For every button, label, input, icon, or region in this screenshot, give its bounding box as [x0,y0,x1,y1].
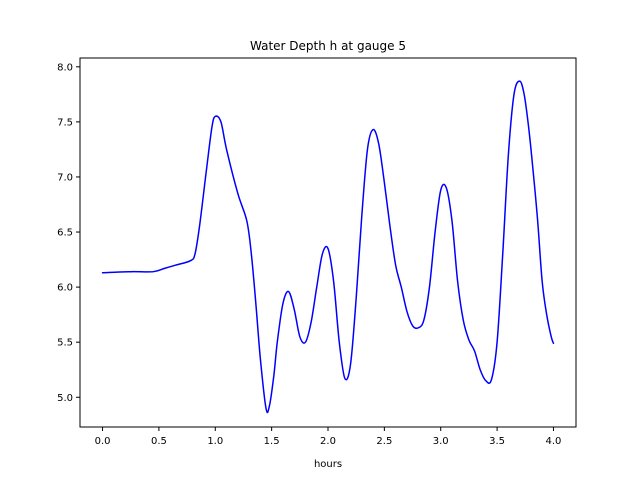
plot-frame [79,57,577,428]
x-tick-label: 4.0 [546,436,562,447]
y-tick-label: 6.0 [57,283,73,294]
chart-title: Water Depth h at gauge 5 [250,39,406,53]
y-tick-label: 5.5 [57,338,73,349]
x-axis-label: hours [314,459,342,470]
x-tick-label: 0.5 [151,436,167,447]
series-line-gauge-5 [101,80,555,414]
x-tick-label: 1.5 [264,436,280,447]
x-tick-label: 2.0 [320,436,336,447]
x-tick-label: 2.5 [376,436,392,447]
y-tick-label: 6.5 [57,228,73,239]
y-tick-label: 7.5 [57,117,73,128]
x-axis: 0.0 0.5 1.0 1.5 2.0 2.5 3.0 3.5 4.0 [95,427,562,447]
y-axis: 5.0 5.5 6.0 6.5 7.0 7.5 8.0 [57,62,80,404]
x-tick-label: 0.0 [95,436,111,447]
x-tick-label: 3.5 [489,436,505,447]
y-tick-label: 5.0 [57,393,73,404]
y-tick-label: 7.0 [57,172,73,183]
x-tick-label: 1.0 [207,436,223,447]
x-tick-label: 3.0 [433,436,449,447]
plot-area [101,80,555,414]
y-tick-label: 8.0 [57,62,73,73]
